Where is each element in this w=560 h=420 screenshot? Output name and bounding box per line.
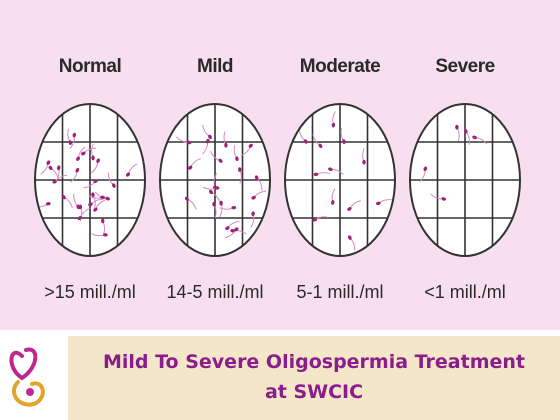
sperm-head <box>312 218 318 222</box>
panels: Normal >15 mill./ml Mild 14-5 mill./ml Moder… <box>34 56 521 302</box>
sperm-head <box>75 167 80 173</box>
sperm-head <box>441 197 447 201</box>
grid <box>285 104 395 256</box>
sperm-head <box>224 142 228 148</box>
sperm-head <box>105 196 110 201</box>
sperm-head <box>238 167 242 173</box>
sperm-head <box>251 195 256 200</box>
sperm-head <box>464 128 468 134</box>
panel-title: Severe <box>435 56 494 77</box>
sperm-head <box>77 216 82 221</box>
panel-range: <1 mill./ml <box>424 282 506 302</box>
panel-range: 5-1 mill./ml <box>296 282 383 302</box>
panel: Moderate 5-1 mill./ml <box>284 56 396 302</box>
sperm-head <box>347 206 352 211</box>
sperm-head <box>184 196 189 201</box>
sperm-head <box>102 233 108 237</box>
sperm-head <box>88 202 93 207</box>
sperm-head <box>46 160 51 165</box>
panel-title: Moderate <box>300 56 380 77</box>
panel-range: 14-5 mill./ml <box>166 282 263 302</box>
footer-band <box>68 336 560 420</box>
panel: Severe <1 mill./ml <box>409 56 521 302</box>
sperm-head <box>214 186 220 190</box>
logo <box>9 347 45 407</box>
logo-dot <box>26 388 34 396</box>
sperm-head <box>423 166 428 172</box>
sperm-head <box>91 155 95 161</box>
grid <box>410 104 520 256</box>
logo-swirl <box>12 380 45 407</box>
panel-title: Normal <box>59 56 121 77</box>
dish-outline <box>159 103 271 257</box>
logo-heart <box>9 347 38 381</box>
panel-range: >15 mill./ml <box>44 282 136 302</box>
sperm-head <box>125 172 131 177</box>
sperm-head <box>208 134 212 140</box>
footer-line2: at SWCIC <box>265 381 363 403</box>
sperm-head <box>72 132 77 138</box>
sperm-head <box>205 138 210 144</box>
sperm-head <box>61 194 66 200</box>
sperm-head <box>100 195 106 200</box>
sperm-head <box>78 204 83 210</box>
sperm-head <box>112 183 116 188</box>
sperm-head <box>212 201 216 207</box>
sperm-head <box>91 192 95 198</box>
sperm-head <box>318 143 323 149</box>
sperm-head <box>234 227 239 232</box>
sperm-head <box>56 165 61 171</box>
sperm-head <box>348 235 352 240</box>
sperm-head <box>93 179 98 184</box>
sperm-head <box>45 202 51 206</box>
sperm-head <box>219 200 223 206</box>
panel: Normal >15 mill./ml <box>34 56 146 302</box>
sperm-head <box>455 124 459 130</box>
sperm-head <box>375 201 381 206</box>
sperm-head <box>101 218 105 224</box>
sperm-head <box>188 165 193 170</box>
sperm-head <box>218 158 223 163</box>
sperm-head <box>251 211 255 217</box>
panel: Mild 14-5 mill./ml <box>159 56 271 302</box>
sperm-head <box>235 156 239 162</box>
sperm-head <box>331 122 336 128</box>
sperm-head <box>254 175 259 180</box>
dish-outline <box>284 103 396 257</box>
dish-outline <box>34 103 146 257</box>
sperm-head <box>230 229 235 233</box>
sperm-head <box>96 158 101 163</box>
sperm-head <box>342 139 346 144</box>
grid <box>35 104 145 256</box>
sperm-head <box>472 135 477 140</box>
sperm-head <box>186 140 192 145</box>
dish-outline <box>409 103 521 257</box>
sperm-head <box>81 151 86 156</box>
sperm-head <box>248 143 253 148</box>
sperm-head <box>68 140 73 145</box>
sperm-head <box>362 159 366 165</box>
sperm-head <box>76 156 80 161</box>
sperm-head <box>231 205 237 210</box>
sperm-head <box>303 139 308 144</box>
sperm-head <box>48 165 53 171</box>
sperm-head <box>331 200 335 205</box>
sperm-head <box>313 172 319 177</box>
grid <box>160 104 270 256</box>
footer-line1: Mild To Severe Oligospermia Treatment <box>103 351 525 373</box>
sperm-head <box>208 189 214 195</box>
sperm-head <box>328 167 333 172</box>
sperm-head <box>225 226 230 230</box>
panel-title: Mild <box>197 56 233 77</box>
